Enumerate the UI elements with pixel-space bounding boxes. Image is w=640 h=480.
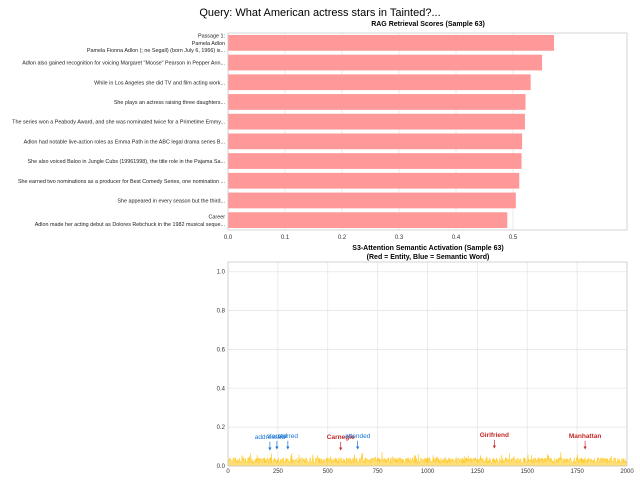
retrieval-xticks: 0.0 0.1 0.2 0.3 0.4 0.5: [224, 235, 518, 241]
retrieval-bars: [228, 34, 555, 229]
attention-chart-title: S3-Attention Semantic Activation (Sample…: [352, 245, 503, 252]
annotation-label: starred: [267, 433, 288, 440]
figure-suptitle: Query: What American actress stars in Ta…: [199, 7, 440, 19]
attention-ytick-label: 0.0: [217, 464, 226, 470]
attention-ytick-label: 0.8: [217, 309, 226, 315]
retrieval-category-label: Pamela Adlon: [192, 41, 225, 47]
retrieval-bar: [228, 54, 543, 71]
attention-xtick-label: 1500: [521, 469, 535, 475]
retrieval-chart-title: RAG Retrieval Scores (Sample 63): [371, 21, 485, 28]
retrieval-xtick-label: 0.0: [224, 235, 233, 241]
attention-xtick-label: 2000: [620, 469, 634, 475]
attention-xtick-label: 750: [373, 469, 384, 475]
retrieval-category-label: Adlon had notable live-action roles as E…: [24, 139, 225, 145]
attention-ytick-label: 0.6: [217, 347, 226, 353]
annotation-arrow-head: [492, 445, 496, 449]
annotation-arrow-head: [356, 446, 360, 450]
retrieval-xtick-label: 0.4: [452, 235, 461, 241]
retrieval-category-label: She earned two nominations as a producer…: [18, 179, 225, 185]
retrieval-xtick-label: 0.5: [509, 235, 518, 241]
annotation-label: starred: [278, 433, 299, 440]
annotation-arrow-head: [583, 446, 587, 450]
attention-annotation: Girlfriend: [480, 432, 509, 449]
attention-yticks: 0.0 0.2 0.4 0.6 0.8 1.0: [217, 270, 226, 470]
annotation-arrow-head: [275, 446, 279, 450]
annotation-arrow-head: [268, 447, 272, 451]
attention-annotation: addressed: [255, 434, 286, 451]
attention-annotation: attended: [345, 433, 371, 450]
retrieval-plot-frame: [227, 32, 628, 231]
attention-annotation: Manhattan: [569, 433, 602, 450]
retrieval-category-label: She plays an actress raising three daugh…: [114, 100, 225, 106]
annotation-label: attended: [345, 433, 371, 440]
attention-xtick-label: 1250: [471, 469, 485, 475]
retrieval-xtick-label: 0.1: [281, 235, 290, 241]
retrieval-xtick-label: 0.3: [395, 235, 404, 241]
attention-ytick-label: 0.2: [217, 425, 226, 431]
annotation-arrow-head: [339, 447, 343, 451]
retrieval-xtick-label: 0.2: [338, 235, 347, 241]
annotation-label: addressed: [255, 434, 286, 441]
retrieval-category-label: Adlon made her acting debut as Dolores R…: [35, 222, 225, 228]
retrieval-category-label: She appeared in every season but the thi…: [117, 198, 225, 204]
retrieval-bar: [228, 113, 525, 130]
retrieval-category-label: Passage 1:: [198, 34, 225, 40]
attention-annotation: starred: [278, 433, 299, 450]
attention-annotation: starred: [267, 433, 288, 450]
attention-ytick-label: 0.4: [217, 386, 226, 392]
retrieval-bar: [228, 34, 555, 51]
attention-area: [227, 452, 628, 467]
retrieval-bar: [228, 172, 520, 189]
attention-xtick-label: 1750: [570, 469, 584, 475]
attention-xtick-label: 250: [273, 469, 284, 475]
annotation-label: Girlfriend: [480, 432, 509, 439]
annotation-arrow-head: [286, 446, 290, 450]
attention-chart-subtitle: (Red = Entity, Blue = Semantic Word): [367, 254, 490, 261]
attention-xtick-label: 0: [226, 469, 230, 475]
retrieval-category-label: She also voiced Baloo in Jungle Cubs (19…: [28, 159, 225, 165]
retrieval-chart: RAG Retrieval Scores (Sample 63) Passage…: [12, 21, 628, 241]
retrieval-bar: [228, 192, 516, 209]
retrieval-bar: [228, 153, 522, 169]
retrieval-bar: [228, 133, 523, 150]
attention-xtick-label: 1000: [421, 469, 435, 475]
retrieval-category-label: The series won a Peabody Award, and she …: [12, 120, 225, 126]
retrieval-category-label: Pamela Fionna Adlon (; ne Segall) (born …: [87, 48, 225, 54]
attention-chart: S3-Attention Semantic Activation (Sample…: [217, 245, 635, 475]
retrieval-bar: [228, 212, 508, 229]
attention-xtick-label: 500: [323, 469, 334, 475]
attention-annotation: Carnegie: [327, 434, 355, 451]
retrieval-bar: [228, 94, 526, 110]
attention-plot-frame: [227, 261, 628, 467]
retrieval-category-label: Adlon also gained recognition for voicin…: [22, 61, 225, 67]
annotation-label: Manhattan: [569, 433, 602, 440]
retrieval-category-label: While in Los Angeles she did TV and film…: [94, 80, 225, 86]
retrieval-category-label: Career: [209, 215, 226, 221]
annotation-label: Carnegie: [327, 434, 355, 441]
attention-ytick-label: 1.0: [217, 270, 226, 276]
retrieval-bar: [228, 74, 531, 91]
attention-area-series: [227, 452, 628, 467]
attention-xticks: 0 250 500 750 1000 1250 1500 1750 2000: [226, 469, 634, 475]
